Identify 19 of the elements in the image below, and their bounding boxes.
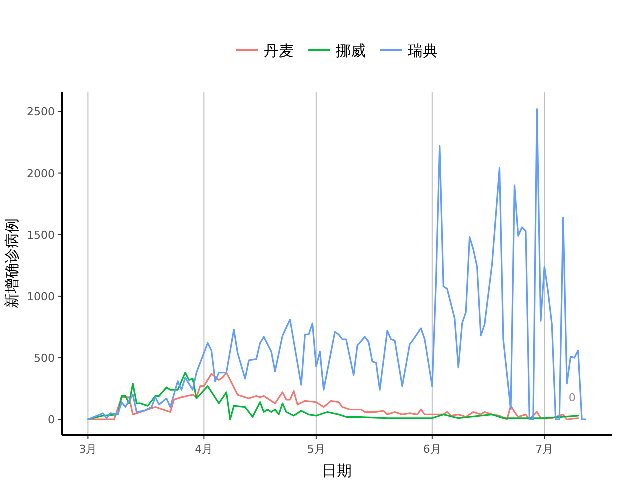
- y-tick-label: 0: [48, 414, 55, 427]
- legend-label: 丹麦: [264, 42, 294, 60]
- x-tick-label: 7月: [536, 443, 554, 456]
- x-tick-label: 5月: [307, 443, 326, 456]
- legend-label: 挪威: [336, 42, 366, 60]
- y-axis-title: 新增确诊病例: [3, 218, 21, 308]
- x-axis-title: 日期: [322, 462, 352, 480]
- legend-label: 瑞典: [408, 42, 438, 60]
- x-tick-label: 6月: [423, 443, 442, 456]
- line-series: [87, 372, 580, 420]
- y-tick-label: 500: [34, 352, 55, 366]
- y-tick-label: 2000: [27, 167, 55, 180]
- y-tick-label: 2500: [27, 106, 55, 119]
- annotation: 0: [568, 392, 576, 405]
- x-tick-label: 3月: [79, 443, 98, 456]
- line-series: [87, 108, 587, 420]
- y-tick-label: 1000: [27, 290, 55, 304]
- x-tick-label: 4月: [195, 443, 214, 456]
- y-tick-label: 1500: [27, 228, 55, 242]
